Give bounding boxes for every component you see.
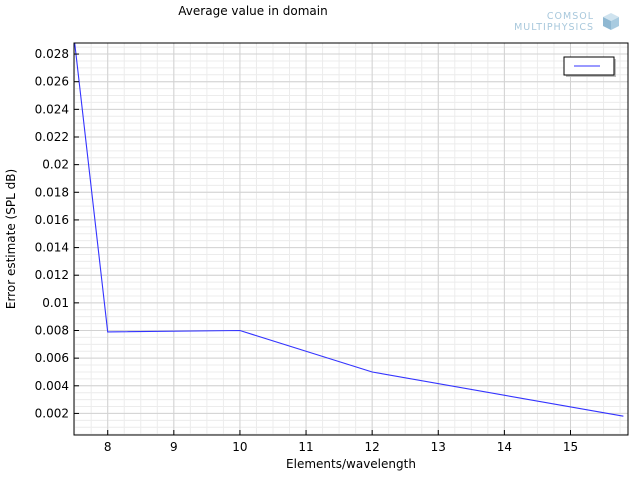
- x-tick-label: 12: [365, 440, 380, 454]
- x-axis-label: Elements/wavelength: [286, 457, 416, 471]
- y-tick-label: 0.026: [35, 75, 69, 89]
- y-tick-label: 0.01: [42, 296, 69, 310]
- x-tick-label: 10: [232, 440, 247, 454]
- y-tick-label: 0.016: [35, 213, 69, 227]
- comsol-cube-icon: [603, 13, 619, 30]
- logo-line-2: MULTIPHYSICS: [514, 22, 594, 33]
- series-lines: [74, 42, 624, 417]
- x-axis: 8 9 10 11 12 13 14 15: [104, 430, 578, 454]
- comsol-logo: COMSOL MULTIPHYSICS: [514, 11, 619, 33]
- y-tick-label: 0.014: [35, 241, 69, 255]
- x-tick-label: 15: [563, 440, 578, 454]
- plot-frame: [73, 42, 629, 436]
- y-tick-label: 0.004: [35, 379, 69, 393]
- major-grid: [74, 43, 628, 435]
- y-tick-label: 0.022: [35, 130, 69, 144]
- x-tick-label: 14: [497, 440, 512, 454]
- y-tick-label: 0.002: [35, 406, 69, 420]
- legend: [563, 56, 616, 77]
- x-tick-label: 8: [104, 440, 112, 454]
- y-tick-label: 0.02: [42, 158, 69, 172]
- y-tick-label: 0.024: [35, 102, 69, 116]
- x-tick-label: 9: [170, 440, 178, 454]
- y-axis: 0.002 0.004 0.006 0.008 0.01 0.012 0.014 0.016 0…: [35, 47, 79, 420]
- y-tick-label: 0.028: [35, 47, 69, 61]
- chart-title: Average value in domain: [178, 4, 327, 18]
- x-tick-label: 13: [431, 440, 446, 454]
- minor-grid: [74, 43, 628, 435]
- y-tick-label: 0.008: [35, 324, 69, 338]
- logo-line-1: COMSOL: [547, 11, 594, 22]
- y-tick-label: 0.012: [35, 268, 69, 282]
- y-axis-label: Error estimate (SPL dB): [4, 169, 18, 309]
- x-tick-label: 11: [298, 440, 313, 454]
- series-line: [74, 42, 624, 417]
- y-tick-label: 0.006: [35, 351, 69, 365]
- y-tick-label: 0.018: [35, 185, 69, 199]
